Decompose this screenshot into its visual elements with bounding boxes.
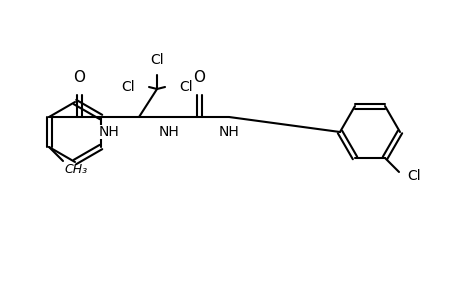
Text: O: O	[73, 70, 85, 85]
Text: Cl: Cl	[406, 169, 420, 183]
Text: CH₃: CH₃	[64, 163, 87, 176]
Text: NH: NH	[158, 125, 179, 139]
Text: NH: NH	[98, 125, 119, 139]
Text: Cl: Cl	[179, 80, 192, 94]
Text: NH: NH	[218, 125, 239, 139]
Text: Cl: Cl	[121, 80, 135, 94]
Text: O: O	[193, 70, 205, 85]
Text: Cl: Cl	[150, 53, 163, 67]
